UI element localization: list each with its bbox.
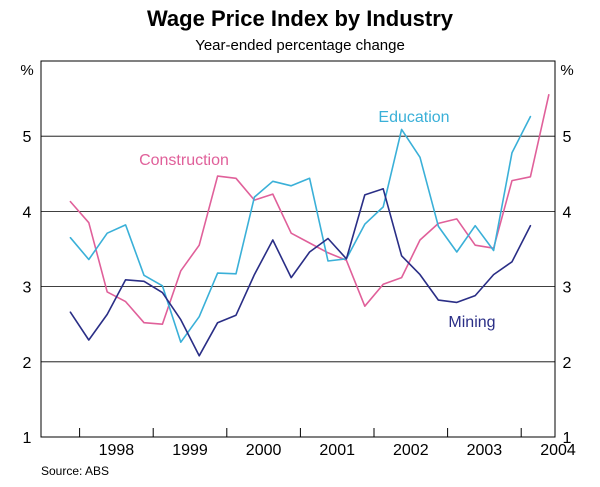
y-axis-unit-left: % (20, 62, 33, 79)
series-line-construction (69, 94, 550, 326)
y-tick-label-left: 4 (23, 204, 32, 221)
y-tick-label-right: 1 (563, 430, 572, 447)
y-tick-label-left: 5 (23, 129, 32, 146)
y-tick-label-right: 4 (563, 204, 572, 221)
x-tick-label: 2001 (319, 442, 355, 459)
x-tick-label: 1999 (172, 442, 208, 459)
series-label-construction: Construction (139, 152, 229, 169)
source-note: Source: ABS (41, 464, 109, 478)
x-tick-marks (79, 428, 522, 437)
y-tick-label-left: 3 (23, 280, 32, 297)
x-tick-label: 2003 (467, 442, 503, 459)
x-tick-label: 1998 (99, 442, 135, 459)
series-label-education: Education (378, 109, 449, 126)
series-lines (69, 94, 550, 357)
x-tick-label: 2002 (393, 442, 429, 459)
y-tick-label-right: 3 (563, 280, 572, 297)
plot-frame (40, 60, 556, 438)
x-tick-labels: 1998 1999 2000 2001 2002 2003 2004 (99, 442, 576, 459)
x-tick-label: 2000 (246, 442, 282, 459)
y-tick-label-right: 5 (563, 129, 572, 146)
y-tick-label-right: 2 (563, 355, 572, 372)
y-tick-labels: 1 1 2 2 3 3 4 4 5 5 (23, 129, 572, 447)
chart-subtitle: Year-ended percentage change (195, 37, 405, 54)
y-tick-label-left: 2 (23, 355, 32, 372)
y-axis-unit-right: % (560, 62, 573, 79)
gridlines (41, 135, 555, 363)
y-tick-label-left: 1 (23, 430, 32, 447)
series-label-mining: Mining (448, 314, 495, 331)
series-line-mining (69, 188, 532, 357)
chart-title: Wage Price Index by Industry (147, 6, 454, 31)
x-tick-label: 2004 (540, 442, 576, 459)
series-line-education (69, 115, 532, 344)
